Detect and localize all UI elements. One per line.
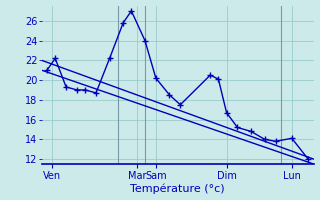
X-axis label: Température (°c): Température (°c) [130,184,225,194]
